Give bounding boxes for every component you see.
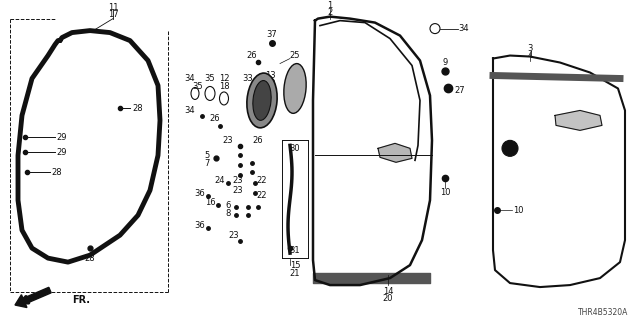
Text: 21: 21: [290, 268, 300, 277]
Text: 35: 35: [205, 74, 215, 83]
Text: 14: 14: [383, 286, 393, 296]
FancyArrow shape: [15, 287, 51, 308]
Text: 15: 15: [290, 260, 300, 270]
Text: 23: 23: [233, 176, 243, 185]
Text: 9: 9: [442, 58, 447, 67]
Text: 8: 8: [225, 209, 230, 218]
Text: 11: 11: [108, 3, 118, 12]
Ellipse shape: [247, 73, 277, 128]
Text: 22: 22: [257, 176, 268, 185]
Text: 36: 36: [195, 221, 205, 230]
Text: 4: 4: [527, 51, 532, 60]
Text: 23: 23: [233, 186, 243, 195]
Text: 26: 26: [210, 114, 220, 123]
Text: 27: 27: [454, 86, 465, 95]
Polygon shape: [555, 110, 602, 130]
Text: 6: 6: [225, 201, 230, 210]
Text: 3: 3: [527, 44, 532, 53]
Text: 29: 29: [57, 133, 67, 142]
Text: 13: 13: [265, 71, 275, 80]
Text: 34: 34: [459, 24, 469, 33]
Text: 36: 36: [195, 189, 205, 198]
Ellipse shape: [284, 64, 306, 113]
Text: 31: 31: [290, 246, 300, 255]
Text: 5: 5: [204, 151, 210, 160]
Text: 10: 10: [440, 188, 451, 197]
Text: 2: 2: [328, 8, 333, 17]
Text: 18: 18: [219, 82, 229, 91]
Text: 33: 33: [243, 74, 253, 83]
Text: 1: 1: [328, 1, 333, 10]
Text: 25: 25: [290, 51, 300, 60]
Text: 26: 26: [246, 51, 257, 60]
Ellipse shape: [253, 81, 271, 120]
Text: 28: 28: [84, 254, 95, 263]
Text: 12: 12: [219, 74, 229, 83]
Text: 7: 7: [204, 159, 210, 168]
Text: 10: 10: [513, 206, 524, 215]
Text: 19: 19: [265, 79, 275, 88]
Text: 20: 20: [383, 293, 393, 302]
Text: FR.: FR.: [72, 295, 90, 305]
Text: 23: 23: [223, 136, 234, 145]
Text: 37: 37: [267, 30, 277, 39]
Text: 17: 17: [108, 10, 118, 19]
Text: 26: 26: [253, 136, 263, 145]
Text: 34: 34: [185, 106, 195, 115]
Text: 23: 23: [228, 231, 239, 240]
Text: 32: 32: [252, 108, 262, 117]
Text: 24: 24: [215, 176, 225, 185]
Polygon shape: [378, 143, 412, 162]
Text: 28: 28: [132, 104, 143, 113]
Text: THR4B5320A: THR4B5320A: [578, 308, 628, 316]
Text: 35: 35: [193, 82, 204, 91]
Text: 30: 30: [290, 144, 300, 153]
Circle shape: [502, 140, 518, 156]
Text: 16: 16: [205, 198, 215, 207]
Text: 34: 34: [185, 74, 195, 83]
Text: 28: 28: [52, 168, 62, 177]
Text: 22: 22: [257, 191, 268, 200]
Text: 29: 29: [57, 148, 67, 157]
